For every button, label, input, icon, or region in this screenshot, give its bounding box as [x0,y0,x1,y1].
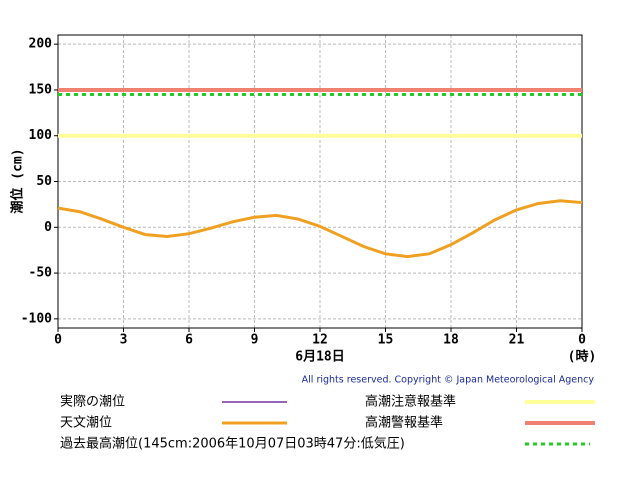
tide-line [57,199,583,259]
legend-label: 高潮警報基準 [365,415,443,431]
x-tick-label: 3 [120,333,128,348]
y-tick-label: -100 [21,311,52,326]
y-tick-label: 50 [36,174,52,189]
y-tick-label: 100 [29,128,53,143]
x-tick-label: 9 [251,333,259,348]
x-tick-label: 0 [54,333,62,348]
y-tick-label: 0 [44,220,52,235]
y-tick-label: -50 [29,266,53,281]
x-tick-label: 21 [509,333,525,348]
x-axis-unit: (時) [568,349,597,365]
legend-label: 高潮注意報基準 [365,394,456,410]
x-axis-label: 6月18日 [295,350,344,365]
x-tick-label: 12 [312,333,328,348]
copyright: All rights reserved. Copyright © Japan M… [302,375,595,386]
y-tick-label: 200 [29,37,53,52]
legend-label: 過去最高潮位(145cm:2006年10月07日03時47分:低気圧) [60,436,405,452]
x-tick-label: 18 [443,333,459,348]
x-tick-label: 15 [378,333,394,348]
x-tick-label: 6 [185,333,193,348]
x-tick-label: 0 [578,333,586,348]
plot-frame [57,34,583,329]
legend-label: 天文潮位 [60,416,112,431]
y-axis-label: 潮位 (cm) [10,148,26,213]
legend-label: 実際の潮位 [60,394,125,410]
y-tick-label: 150 [29,82,53,97]
